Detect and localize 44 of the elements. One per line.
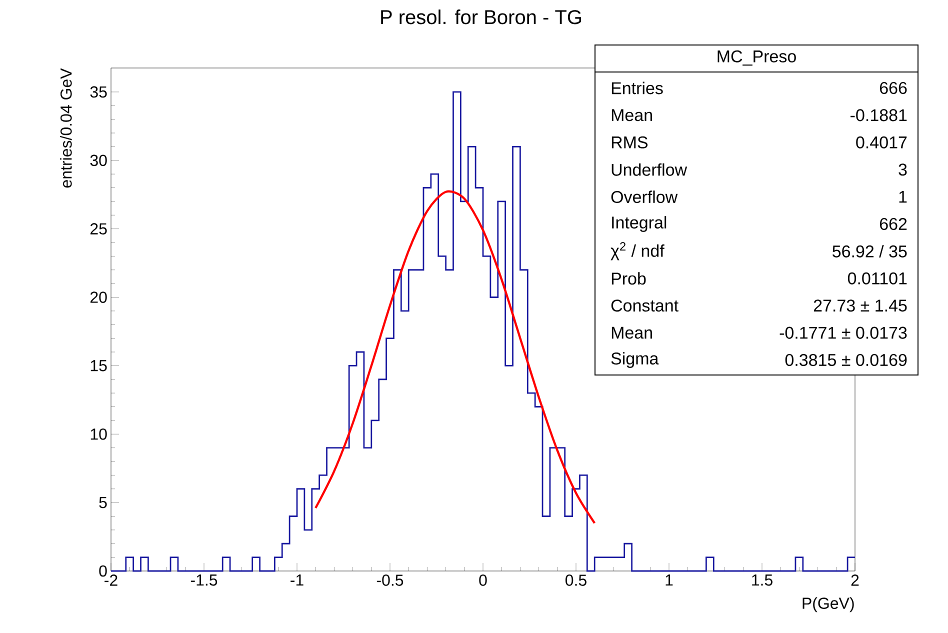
x-tick-label: 2	[851, 574, 859, 586]
x-tick-label: -1	[290, 574, 304, 586]
y-tick-label: 5	[99, 496, 107, 508]
chart-title: P resol. for Boron - TG	[381, 10, 581, 24]
text: 0.4017	[856, 136, 907, 148]
y-tick-label: 15	[90, 360, 107, 372]
x-tick-label: 0.5	[566, 574, 586, 586]
annotation: Entries	[612, 82, 663, 94]
y-tick-label: 35	[90, 86, 107, 98]
annotation: -0.1771 ± 0.0173	[780, 326, 907, 339]
x-tick-label: -2	[104, 574, 118, 586]
annotation: χ$^{2}$ / ndf	[610, 242, 664, 260]
y-tick-label: 0	[99, 565, 107, 577]
y-tick-label: 25	[90, 223, 107, 234]
text: 666	[880, 82, 907, 94]
x-tick-label: 1	[666, 574, 673, 586]
annotation: Mean	[612, 109, 652, 122]
annotation: Integral	[612, 216, 666, 232]
x-tick-label: -1.5	[190, 574, 218, 586]
y-tick-label: 10	[90, 428, 107, 440]
x-tick-label: -0.5	[376, 574, 404, 586]
text: MC_Preso	[718, 50, 796, 66]
annotation: RMS	[612, 136, 648, 148]
y-tick-label: 20	[90, 292, 107, 303]
annotation: 0.3815 ± 0.0169	[785, 354, 907, 366]
text: 3	[898, 164, 907, 176]
annotation: Prob	[612, 272, 646, 285]
x-tick-label: 1.5	[752, 574, 772, 586]
annotation: -0.1881	[850, 109, 907, 122]
annotation: Underflow	[612, 163, 688, 176]
y-axis-title: entries/0.04 GeV	[60, 68, 72, 188]
annotation: Overflow	[611, 190, 678, 204]
line-series	[314, 190, 596, 524]
y-tick-label: 30	[90, 154, 107, 166]
annotation: 0.01101	[848, 272, 907, 284]
annotation: 56.92 / 35	[832, 244, 907, 258]
text: 1	[899, 190, 907, 203]
text: 662	[880, 218, 907, 230]
annotation: 27.73 ± 1.45	[814, 300, 907, 312]
annotation: Sigma	[611, 352, 659, 368]
annotation: Constant	[611, 300, 678, 312]
x-axis-title: P(GeV)	[802, 597, 854, 612]
x-tick-label: 0	[479, 574, 487, 586]
annotation: Mean	[612, 326, 652, 339]
